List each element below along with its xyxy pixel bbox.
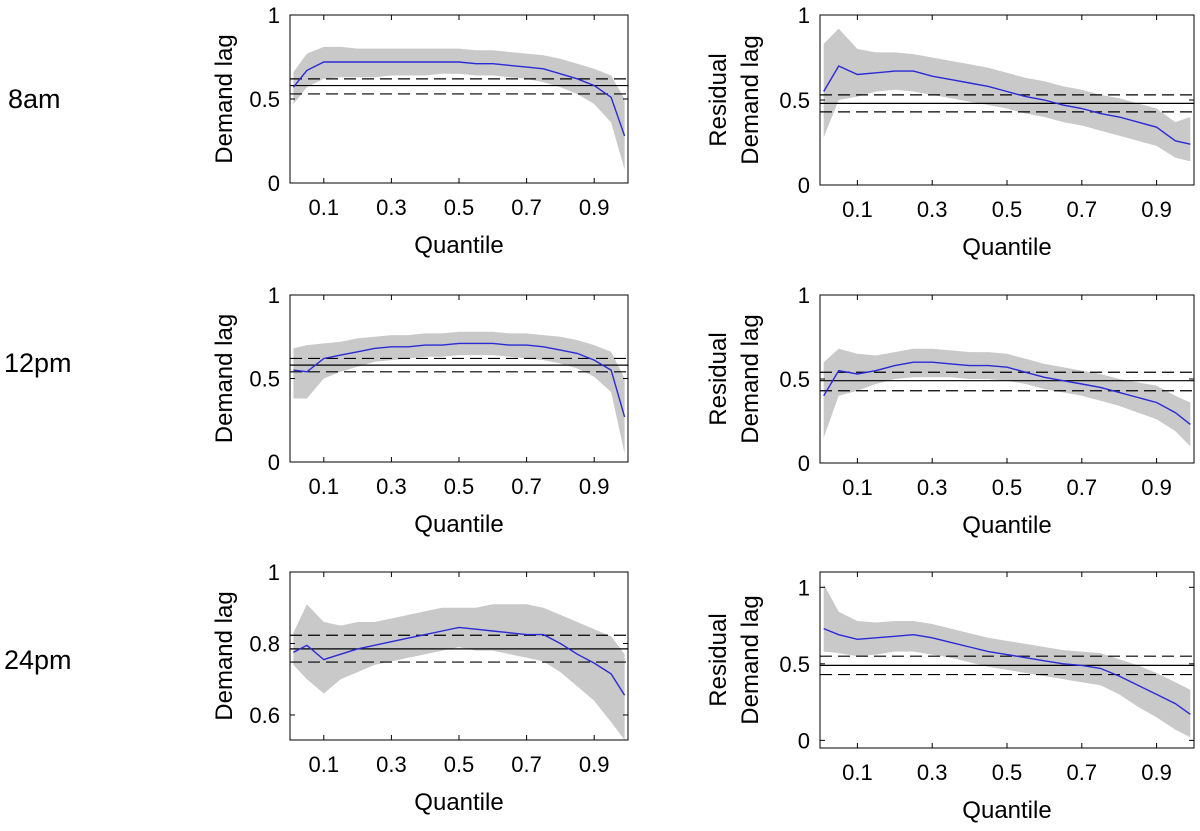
y-axis-label: Residual <box>705 332 732 425</box>
y-tick-label: 0.6 <box>249 703 280 728</box>
confidence-band <box>293 46 625 170</box>
axes-frame <box>289 14 629 184</box>
y-tick-label: 1 <box>798 3 810 28</box>
plot-area <box>290 331 628 454</box>
estimate-line <box>292 61 626 137</box>
x-axis-label: Quantile <box>962 234 1051 261</box>
chart-panel-4: 0.1 0.3 0.5 0.7 0.9 0 0.5 1 Quantile Residual Dema… <box>705 283 1195 539</box>
y-tick-label: 1 <box>798 283 810 308</box>
x-tick-label: 0.5 <box>444 195 475 220</box>
y-axis-label: Residual <box>705 53 732 146</box>
estimate-line <box>293 626 626 696</box>
chart-panel-3: 0.1 0.3 0.5 0.7 0.9 0 0.5 1 Quantile Demand lag <box>211 283 629 538</box>
y-axis-label: Demand lag <box>211 314 238 443</box>
y-tick-label: 1 <box>268 3 280 28</box>
plot-area <box>290 604 628 740</box>
y-tick-label: 0.5 <box>249 87 280 112</box>
x-axis-label: Quantile <box>414 232 503 259</box>
x-tick-label: 0.3 <box>917 475 948 500</box>
chart-panel-6: 0.1 0.3 0.5 0.7 0.9 0 0.5 1 Quantile Residual Dema… <box>705 571 1195 824</box>
y-tick-label: 0 <box>798 728 810 753</box>
y-axis-label: Demand lag <box>737 35 764 164</box>
x-tick-label: 0.7 <box>1067 197 1098 222</box>
x-tick-label: 0.1 <box>842 760 873 785</box>
x-axis-label: Quantile <box>962 512 1051 539</box>
chart-panel-1: 0.1 0.3 0.5 0.7 0.9 0 0.5 1 Quantile Demand lag <box>211 3 629 259</box>
x-tick-label: 0.5 <box>992 475 1023 500</box>
x-axis-label: Quantile <box>414 789 503 816</box>
y-tick-label: 0.5 <box>249 367 280 392</box>
y-tick-label: 0.5 <box>779 367 810 392</box>
x-tick-label: 0.7 <box>511 195 542 220</box>
row-label-12pm: 12pm <box>4 348 72 378</box>
x-tick-label: 0.1 <box>309 752 340 777</box>
x-tick-label: 0.5 <box>444 474 475 499</box>
y-tick-label: 0 <box>268 450 280 475</box>
x-tick-label: 0.3 <box>917 760 948 785</box>
y-axis-label: Demand lag <box>211 34 238 163</box>
x-tick-label: 0.3 <box>376 195 407 220</box>
y-tick-label: 0 <box>268 171 280 196</box>
x-tick-label: 0.5 <box>444 752 475 777</box>
y-axis-label: Residual <box>705 613 732 706</box>
y-tick-label: 1 <box>798 575 810 600</box>
estimate-line <box>823 65 1191 145</box>
y-axis-label: Demand lag <box>737 314 764 443</box>
plot-area <box>820 348 1194 447</box>
confidence-band <box>293 331 625 454</box>
y-tick-label: 1 <box>268 283 280 308</box>
confidence-band <box>823 348 1191 447</box>
y-tick-label: 0 <box>798 451 810 476</box>
x-tick-label: 0.1 <box>842 197 873 222</box>
plot-area <box>820 584 1194 738</box>
confidence-band <box>823 584 1191 738</box>
row-label-8am: 8am <box>8 84 61 114</box>
estimate-line <box>293 342 626 418</box>
y-tick-label: 0.5 <box>779 652 810 677</box>
y-tick-label: 0.5 <box>779 88 810 113</box>
y-tick-label: 1 <box>268 560 280 585</box>
y-axis-label: Demand lag <box>737 595 764 724</box>
plot-area <box>290 46 628 170</box>
x-tick-label: 0.9 <box>1141 197 1172 222</box>
y-axis-label: Demand lag <box>211 591 238 720</box>
x-tick-label: 0.9 <box>1141 475 1172 500</box>
x-tick-label: 0.7 <box>1067 760 1098 785</box>
estimate-line <box>823 361 1191 425</box>
x-tick-label: 0.7 <box>1067 475 1098 500</box>
y-tick-label: 0.8 <box>249 631 280 656</box>
confidence-band <box>293 604 625 740</box>
x-tick-label: 0.9 <box>579 752 610 777</box>
x-tick-label: 0.9 <box>579 474 610 499</box>
x-tick-label: 0.3 <box>376 752 407 777</box>
x-axis-label: Quantile <box>414 511 503 538</box>
y-tick-label: 0 <box>798 173 810 198</box>
x-tick-label: 0.3 <box>917 197 948 222</box>
x-tick-label: 0.3 <box>376 474 407 499</box>
x-tick-label: 0.1 <box>309 474 340 499</box>
x-tick-label: 0.1 <box>842 475 873 500</box>
chart-panel-5: 0.1 0.3 0.5 0.7 0.9 0.6 0.8 1 Quantile Demand lag <box>211 560 629 816</box>
x-tick-label: 0.7 <box>511 752 542 777</box>
x-tick-label: 0.7 <box>511 474 542 499</box>
x-axis-label: Quantile <box>962 797 1051 824</box>
x-tick-label: 0.1 <box>309 195 340 220</box>
row-label-24pm: 24pm <box>4 645 72 675</box>
estimate-line <box>823 627 1191 715</box>
axes-frame <box>289 294 629 463</box>
chart-panel-2: 0.1 0.3 0.5 0.7 0.9 0 0.5 1 Quantile Residual Dema… <box>705 3 1195 261</box>
x-tick-label: 0.9 <box>579 195 610 220</box>
plot-area <box>820 28 1194 162</box>
x-tick-label: 0.5 <box>992 197 1023 222</box>
x-tick-label: 0.9 <box>1141 760 1172 785</box>
x-tick-label: 0.5 <box>992 760 1023 785</box>
